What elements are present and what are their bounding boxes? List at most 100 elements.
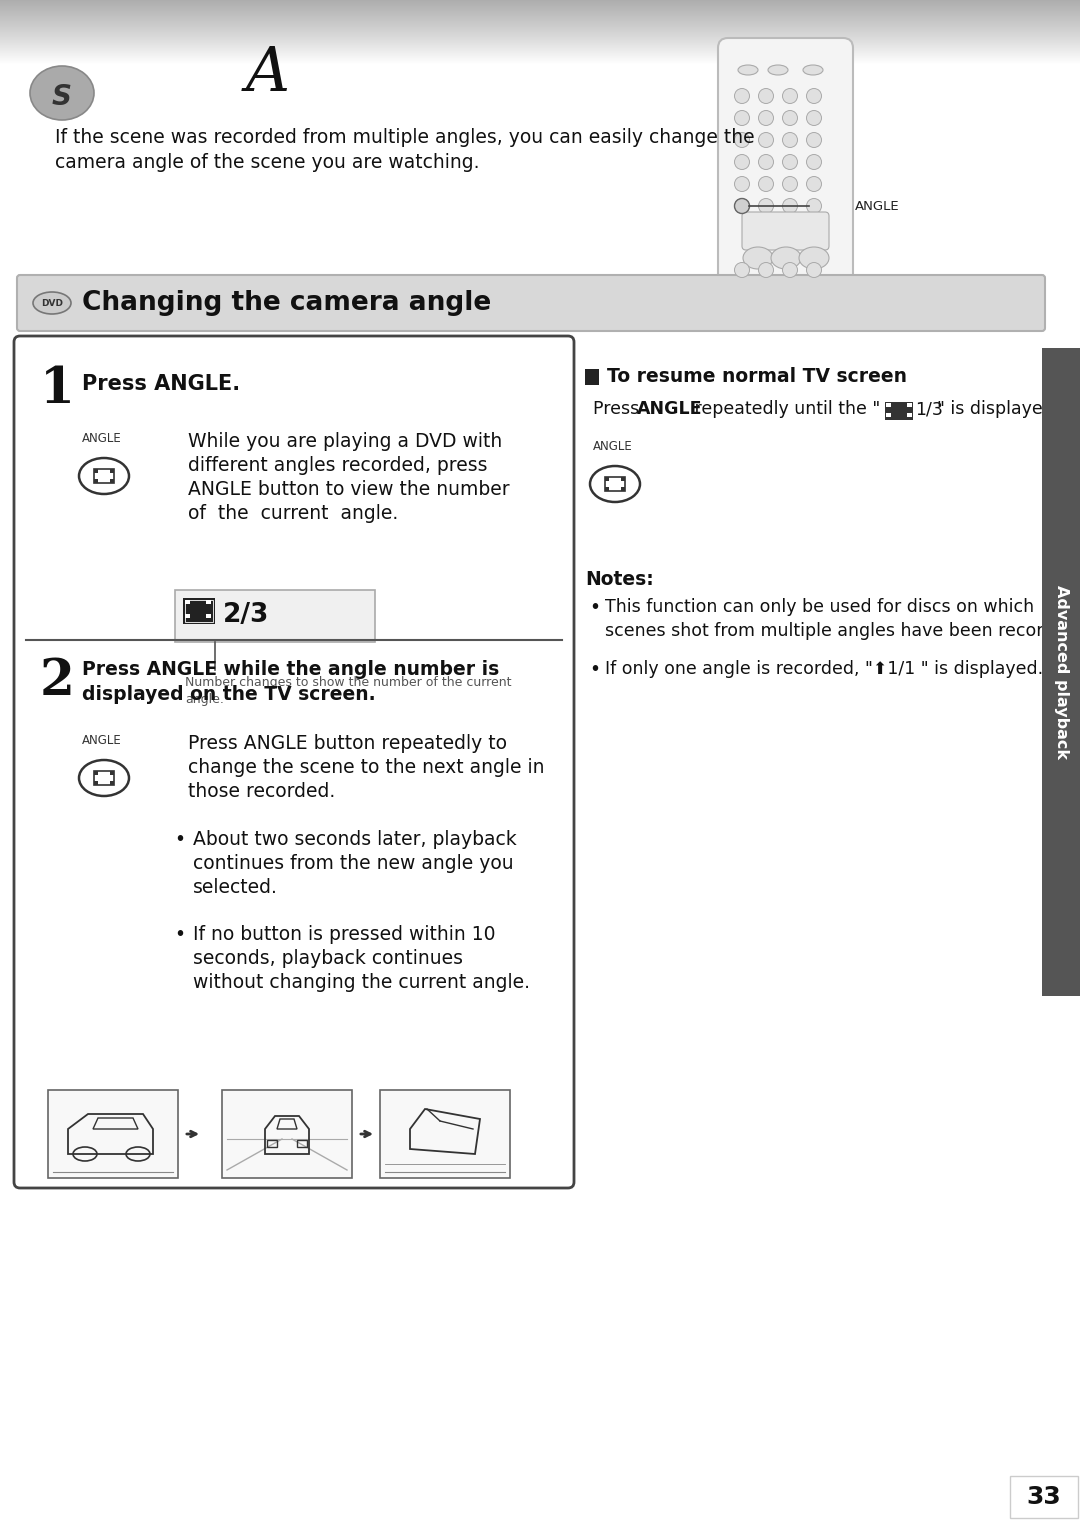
Circle shape [734,154,750,169]
Text: This function can only be used for discs on which: This function can only be used for discs… [605,598,1035,617]
Circle shape [758,154,773,169]
Circle shape [783,110,797,125]
Ellipse shape [804,66,823,75]
Text: those recorded.: those recorded. [188,781,335,801]
Circle shape [807,154,822,169]
Text: 33: 33 [1027,1485,1062,1509]
Bar [185,600,190,604]
Text: Advanced playback: Advanced playback [1053,584,1068,758]
Circle shape [758,89,773,104]
Circle shape [734,262,750,278]
Ellipse shape [799,247,829,269]
Text: Press: Press [593,400,645,418]
Bar [297,1140,307,1148]
Text: Press ANGLE while the angle number is: Press ANGLE while the angle number is [82,661,499,679]
Bar [1010,1476,1078,1518]
Text: If the scene was recorded from multiple angles, you can easily change the: If the scene was recorded from multiple … [55,128,755,146]
Text: A: A [246,44,291,104]
Ellipse shape [590,465,640,502]
Circle shape [734,198,750,214]
Text: Press ANGLE button repeatedly to: Press ANGLE button repeatedly to [188,734,507,752]
Text: About two seconds later, playback: About two seconds later, playback [193,830,516,848]
Circle shape [758,110,773,125]
Bar [110,468,114,473]
Text: 2/3: 2/3 [222,601,269,629]
Bar [886,403,891,407]
Text: •: • [589,661,600,679]
Bar [94,468,114,484]
Text: Changing the camera angle: Changing the camera angle [82,290,491,316]
Bar [267,1140,276,1148]
Text: 1: 1 [40,365,75,414]
Ellipse shape [33,291,71,314]
Text: selected.: selected. [193,877,278,897]
Bar [206,600,211,604]
Circle shape [807,177,822,191]
Text: •: • [174,925,185,945]
Text: camera angle of the scene you are watching.: camera angle of the scene you are watchi… [55,153,480,172]
Text: While you are playing a DVD with: While you are playing a DVD with [188,432,502,452]
Ellipse shape [771,247,801,269]
Bar [605,478,625,491]
Text: ANGLE: ANGLE [637,400,702,418]
Bar [185,613,190,618]
Circle shape [807,133,822,148]
Ellipse shape [743,247,773,269]
Text: ANGLE: ANGLE [82,432,122,446]
Text: change the scene to the next angle in: change the scene to the next angle in [188,758,544,777]
Text: Press ANGLE.: Press ANGLE. [82,374,240,394]
Bar [907,414,912,417]
Circle shape [783,133,797,148]
Circle shape [807,198,822,214]
Text: of  the  current  angle.: of the current angle. [188,504,399,523]
Circle shape [734,89,750,104]
Text: different angles recorded, press: different angles recorded, press [188,456,487,475]
Circle shape [734,133,750,148]
Circle shape [783,262,797,278]
Bar [94,468,98,473]
Text: scenes shot from multiple angles have been recorded.: scenes shot from multiple angles have be… [605,623,1080,639]
Text: •: • [589,598,600,617]
Bar [907,403,912,407]
Bar [183,598,215,624]
Text: Number changes to show the number of the current
angle.: Number changes to show the number of the… [185,676,512,707]
Bar [206,613,211,618]
Text: DVD: DVD [41,299,63,308]
Text: If only one angle is recorded, "⬆1/1 " is displayed.: If only one angle is recorded, "⬆1/1 " i… [605,661,1043,678]
Circle shape [807,110,822,125]
Circle shape [758,133,773,148]
Text: repeatedly until the ": repeatedly until the " [689,400,880,418]
Bar [1042,348,1080,996]
FancyBboxPatch shape [14,336,573,1189]
Text: Notes:: Notes: [585,571,653,589]
Text: continues from the new angle you: continues from the new angle you [193,855,514,873]
Bar [110,781,114,784]
FancyBboxPatch shape [17,275,1045,331]
FancyBboxPatch shape [742,212,829,250]
Circle shape [783,89,797,104]
Text: seconds, playback continues: seconds, playback continues [193,949,463,967]
Bar [94,479,98,484]
Text: If no button is pressed within 10: If no button is pressed within 10 [193,925,496,945]
Bar [605,487,609,491]
Circle shape [758,262,773,278]
Circle shape [783,198,797,214]
Text: S: S [52,82,72,111]
Bar [175,591,375,642]
Text: without changing the current angle.: without changing the current angle. [193,974,530,992]
Ellipse shape [79,458,129,494]
Circle shape [734,198,750,214]
Text: ANGLE: ANGLE [82,734,122,748]
Bar [94,771,98,775]
Text: •: • [174,830,185,848]
Bar [110,479,114,484]
Bar [48,1090,178,1178]
Bar [621,487,625,491]
Text: " is displayed.: " is displayed. [937,400,1059,418]
Bar [94,771,114,784]
Text: ANGLE button to view the number: ANGLE button to view the number [188,481,510,499]
Text: displayed on the TV screen.: displayed on the TV screen. [82,685,376,703]
Bar [110,771,114,775]
Ellipse shape [30,66,94,121]
Circle shape [807,262,822,278]
